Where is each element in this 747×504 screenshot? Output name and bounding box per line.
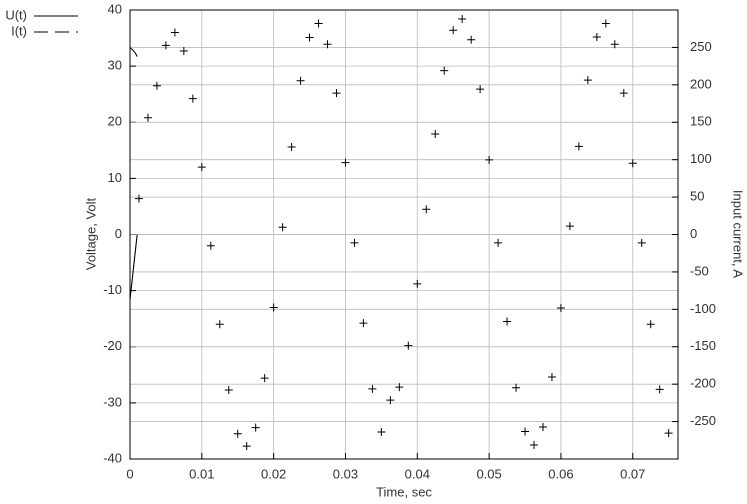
data-marker [538,423,547,432]
data-marker [404,341,413,350]
data-marker [547,373,556,382]
data-marker [494,238,503,247]
x-tick-label: 0.06 [548,466,573,481]
y2-tick-label: 150 [690,114,712,129]
y2-tick-label: 250 [690,39,712,54]
data-marker [206,241,215,250]
y2-tick-label: 200 [690,76,712,91]
data-marker [601,19,610,28]
y-tick-label: 40 [108,1,122,16]
data-marker [637,238,646,247]
data-marker [152,81,161,90]
y-tick-label: 10 [108,170,122,185]
data-marker [565,222,574,231]
data-marker [215,320,224,329]
data-marker [323,40,332,49]
data-marker [296,76,305,85]
x-tick-label: 0.02 [261,466,286,481]
data-marker [395,383,404,392]
y-tick-label: 0 [115,226,122,241]
data-marker [655,385,664,394]
data-marker [592,32,601,41]
data-marker [485,155,494,164]
x-tick-label: 0 [126,466,133,481]
data-marker [314,19,323,28]
data-marker [350,238,359,247]
data-marker [628,159,637,168]
data-marker [260,374,269,383]
data-marker [170,28,179,37]
data-marker [134,194,143,203]
data-marker [341,158,350,167]
data-marker [440,66,449,75]
data-marker [143,113,152,122]
y-tick-label: -10 [103,282,122,297]
data-marker [197,163,206,172]
data-marker [359,319,368,328]
data-marker [278,223,287,232]
y2-tick-label: 100 [690,151,712,166]
x-axis-label: Time, sec [376,484,432,499]
plot-area [130,14,673,451]
data-marker [458,14,467,23]
data-marker [269,303,278,312]
x-tick-label: 0.01 [189,466,214,481]
data-marker [332,89,341,98]
data-marker [574,142,583,151]
line-series [130,234,138,300]
plot-frame [129,9,679,460]
y2-tick-label: 0 [690,226,697,241]
data-marker [251,423,260,432]
data-marker [503,317,512,326]
y2-tick-label: -150 [690,338,716,353]
data-marker [529,440,538,449]
data-marker [664,429,673,438]
data-marker [646,320,655,329]
x-tick-label: 0.03 [333,466,358,481]
data-marker [449,26,458,35]
x-tick-label: 0.07 [620,466,645,481]
data-marker [161,41,170,50]
y-tick-label: -30 [103,394,122,409]
data-marker [242,442,251,451]
y2-tick-label: 50 [690,189,704,204]
data-marker [521,427,530,436]
data-marker [512,383,521,392]
y2-axis-label: Input current, A [731,190,746,278]
data-marker [368,384,377,393]
legend-label: U(t) [5,7,27,22]
x-tick-label: 0.04 [405,466,430,481]
data-marker [233,429,242,438]
data-marker [224,385,233,394]
data-marker [422,205,431,214]
y2-tick-label: -200 [690,376,716,391]
y-tick-label: 30 [108,58,122,73]
y-tick-label: 20 [108,114,122,129]
y-axis-label: Voltage, Volt [83,197,98,270]
data-marker [467,35,476,44]
data-marker [287,142,296,151]
y-tick-label: -40 [103,450,122,465]
data-marker [619,89,628,98]
data-marker [556,304,565,313]
y-tick-label: -20 [103,338,122,353]
data-marker [386,396,395,405]
line-series [130,47,138,57]
legend-label: I(t) [11,23,27,38]
data-marker [476,85,485,94]
data-marker [610,40,619,49]
y2-tick-label: -250 [690,413,716,428]
data-marker [583,76,592,85]
data-marker [377,428,386,437]
data-marker [179,46,188,55]
data-marker [188,94,197,103]
y2-tick-label: -50 [690,263,709,278]
data-marker [305,33,314,42]
x-tick-label: 0.05 [476,466,501,481]
data-marker [431,130,440,139]
data-marker [413,279,422,288]
y2-tick-label: -100 [690,301,716,316]
